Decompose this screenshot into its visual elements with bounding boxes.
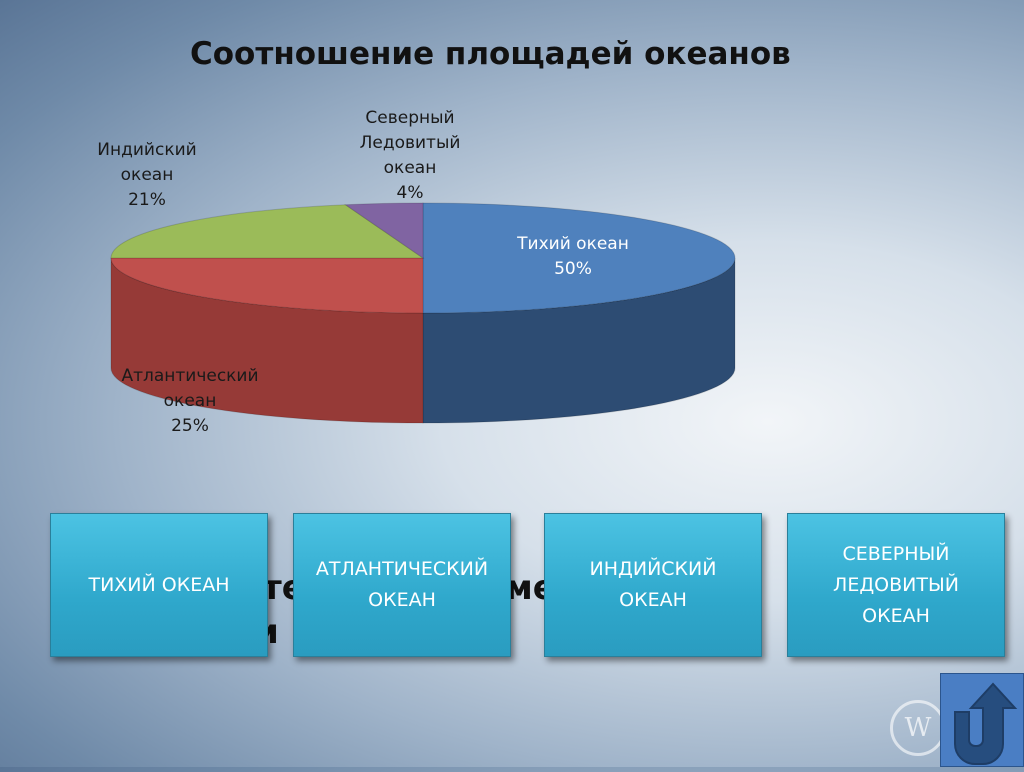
pie-slice-3: [343, 202, 424, 259]
atlantic-button[interactable]: АТЛАНТИЧЕСКИЙ ОКЕАН: [293, 513, 511, 657]
label-indian: Индийский океан 21%: [97, 140, 197, 210]
label-arctic: Северный Ледовитый океан 4%: [359, 108, 461, 203]
back-button[interactable]: [940, 673, 1024, 767]
pacific-button[interactable]: ТИХИЙ ОКЕАН: [50, 513, 268, 657]
label-pacific: Тихий океан 50%: [517, 234, 629, 279]
pie-slice-2: [110, 204, 425, 259]
indian-button[interactable]: ИНДИЙСКИЙ ОКЕАН: [544, 513, 762, 657]
u-turn-arrow-up-icon: [954, 682, 1018, 765]
pie-slice-0: [422, 202, 736, 314]
chart-title: Соотношение площадей океанов: [190, 36, 791, 72]
watermark-logo: W: [890, 700, 946, 756]
pie-slice-1: [110, 257, 424, 314]
arctic-button[interactable]: СЕВЕРНЫЙ ЛЕДОВИТЫЙ ОКЕАН: [787, 513, 1005, 657]
label-atlantic: Атлантический океан 25%: [121, 366, 259, 436]
